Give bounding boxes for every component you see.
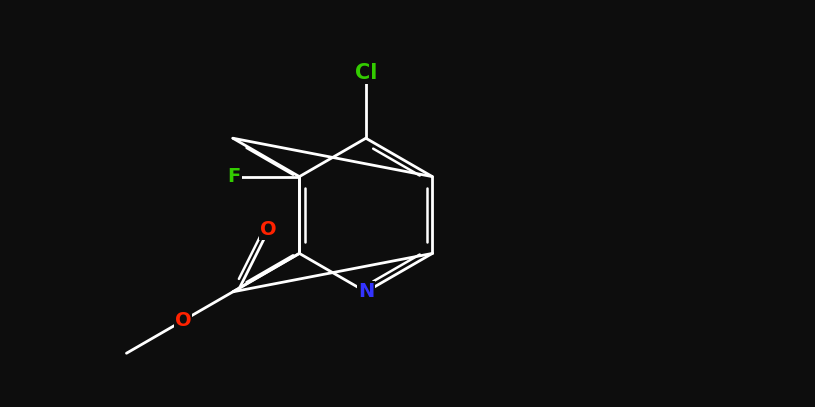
Text: F: F: [227, 167, 240, 186]
Text: N: N: [358, 282, 374, 301]
Text: O: O: [261, 220, 277, 239]
Text: Cl: Cl: [355, 63, 377, 83]
Text: O: O: [174, 311, 192, 330]
